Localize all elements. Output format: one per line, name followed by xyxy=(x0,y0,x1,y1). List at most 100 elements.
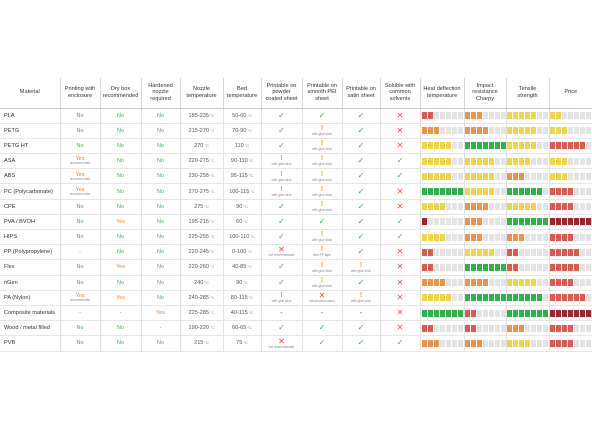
rating-segment xyxy=(500,112,506,120)
header-nozzle-temperature: Nozzle temperature xyxy=(179,78,223,109)
rating-segment xyxy=(470,263,476,271)
rating-segment xyxy=(562,233,568,241)
rating-segment xyxy=(543,324,548,332)
rating-segment xyxy=(586,248,592,256)
price-rating-bar xyxy=(550,188,592,196)
powder-cell: ✓ xyxy=(260,259,302,276)
rating-segment xyxy=(451,263,457,271)
nozzle-temp-value: 270 xyxy=(194,142,204,149)
rating-segment xyxy=(537,188,542,196)
rating-segment xyxy=(550,309,556,317)
rating-segment xyxy=(531,112,536,120)
rating-segment xyxy=(531,309,536,317)
powder-note: with glue stick xyxy=(271,177,292,182)
nozzle-temp-cell: 220-245°C xyxy=(179,244,223,261)
satin-cell: ✓ xyxy=(341,199,380,215)
nozzle-value: No xyxy=(157,234,164,241)
rating-segment xyxy=(482,157,488,165)
table-row: PETG No No No 215-270°C 70-90°C ✓! with glue st… xyxy=(0,123,592,139)
rating-segment xyxy=(439,203,445,211)
nozzle-value: No xyxy=(157,249,164,256)
rating-segment xyxy=(488,157,494,165)
pei-cell: ! with glue stick xyxy=(301,168,342,185)
rating-segment xyxy=(574,157,580,165)
check-icon: ✓ xyxy=(357,140,365,150)
rating-segment xyxy=(451,279,457,287)
impact-rating-bar xyxy=(465,294,506,302)
rating-segment xyxy=(482,294,488,302)
rating-segment xyxy=(537,127,542,135)
satin-cell: ✓ xyxy=(341,335,380,352)
rating-segment xyxy=(476,127,482,135)
rating-segment xyxy=(586,279,592,287)
rating-segment xyxy=(562,112,568,120)
powder-cell: ! with glue stick xyxy=(260,168,302,185)
rating-segment xyxy=(427,218,433,226)
pei-cell: ! with PP tape xyxy=(301,244,342,261)
rating-segment xyxy=(465,218,470,226)
rating-segment xyxy=(568,157,574,165)
rating-segment xyxy=(507,279,512,287)
rating-segment xyxy=(550,188,556,196)
bed-temp-value: 100-115 xyxy=(229,188,250,195)
bed-temp-value: 90 xyxy=(236,279,243,286)
rating-segment xyxy=(500,188,506,196)
impact-rating-bar xyxy=(465,127,506,135)
rating-segment xyxy=(427,203,433,211)
tensile-rating-cell xyxy=(505,199,549,215)
solvents-cell: ✕ xyxy=(379,320,420,337)
rating-segment xyxy=(451,157,457,165)
nozzle-temp-cell: 190-220°C xyxy=(179,320,223,337)
rating-segment xyxy=(457,279,463,287)
rating-segment xyxy=(537,263,542,271)
rating-segment xyxy=(507,339,512,347)
rating-segment xyxy=(537,248,542,256)
table-row: PC (Polycarbonate) Yes recommended No No 270-… xyxy=(0,183,592,200)
rating-segment xyxy=(586,218,592,226)
rating-segment xyxy=(433,112,439,120)
rating-segment xyxy=(525,339,530,347)
rating-segment xyxy=(445,339,451,347)
rating-segment xyxy=(500,263,506,271)
rating-segment xyxy=(513,279,518,287)
heat-rating-bar xyxy=(421,248,464,256)
pei-cell: ✓ xyxy=(301,320,342,337)
temperature-unit: °C xyxy=(247,325,252,331)
heat-rating-cell xyxy=(419,138,464,155)
impact-rating-cell xyxy=(463,168,506,185)
temperature-unit: °C xyxy=(210,234,215,240)
rating-segment xyxy=(476,248,482,256)
check-icon: ✓ xyxy=(357,277,365,287)
bed-temp-cell: 40-85°C xyxy=(222,259,261,276)
nozzle-value: No xyxy=(157,188,164,195)
impact-rating-bar xyxy=(465,218,506,226)
rating-segment xyxy=(586,142,592,150)
rating-segment xyxy=(531,172,536,180)
pei-cell: ! with glue stick xyxy=(301,123,342,139)
warning-icon: ! xyxy=(280,170,283,178)
rating-segment xyxy=(457,188,463,196)
nozzle-cell: No xyxy=(140,259,180,276)
drybox-cell: - xyxy=(99,305,141,322)
rating-segment xyxy=(427,142,433,150)
nozzle-temp-value: 195-215 xyxy=(188,218,210,225)
rating-segment xyxy=(451,248,457,256)
bed-temp-value: 70-90 xyxy=(232,127,247,134)
impact-rating-bar xyxy=(465,203,506,211)
rating-segment xyxy=(470,294,476,302)
rating-segment xyxy=(543,339,548,347)
rating-segment xyxy=(562,172,568,180)
enclosure-value: No xyxy=(76,234,84,241)
price-rating-cell xyxy=(548,229,592,246)
rating-segment xyxy=(433,127,439,135)
rating-segment xyxy=(421,112,427,120)
rating-segment xyxy=(500,248,506,256)
price-rating-cell xyxy=(548,138,592,155)
dash-icon: - xyxy=(359,308,363,318)
impact-rating-cell xyxy=(463,305,506,322)
satin-cell: ✓ xyxy=(341,275,380,291)
bed-temp-cell: 60-65°C xyxy=(222,320,261,337)
rating-segment xyxy=(519,127,524,135)
pei-note: with glue stick xyxy=(312,177,332,182)
rating-segment xyxy=(465,203,470,211)
